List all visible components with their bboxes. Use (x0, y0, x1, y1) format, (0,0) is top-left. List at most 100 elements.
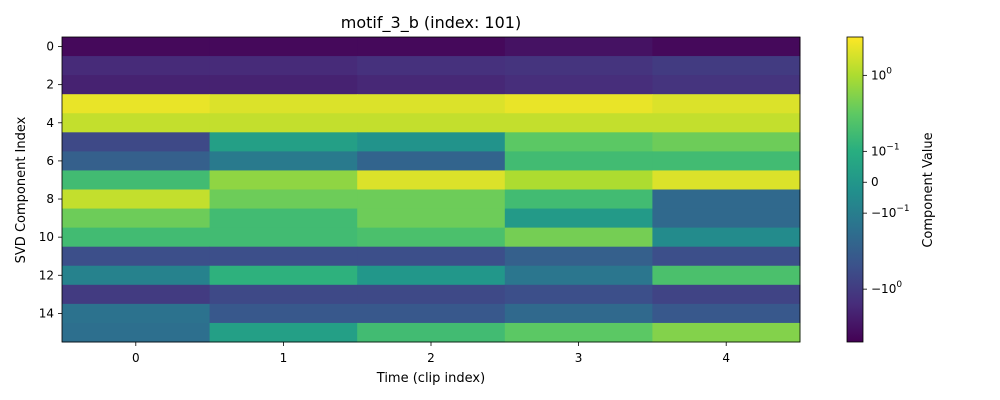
heatmap-cell (209, 113, 358, 133)
heatmap-cell (652, 265, 801, 286)
heatmap-cell (62, 37, 211, 57)
colorbar-tick-label: 10−1 (871, 142, 900, 158)
heatmap-cell (652, 132, 801, 152)
heatmap-cell (209, 303, 358, 324)
heatmap-cell (504, 94, 653, 114)
heatmap-cell (504, 113, 653, 133)
y-axis-label: SVD Component Index (14, 116, 29, 263)
heatmap-cell (652, 189, 801, 210)
heatmap-cell (62, 94, 211, 114)
chart-title: motif_3_b (index: 101) (341, 13, 521, 33)
y-tick-label: 8 (46, 192, 54, 206)
heatmap-cell (504, 189, 653, 210)
heatmap-cell (504, 75, 653, 95)
heatmap-cell (357, 303, 506, 324)
heatmap-cell (504, 284, 653, 305)
x-tick-label: 3 (575, 351, 583, 365)
colorbar-tick-label: −10−1 (871, 204, 910, 220)
heatmap-cell (504, 303, 653, 324)
heatmap-cell (62, 151, 211, 171)
heatmap-cell (209, 246, 358, 267)
heatmap-cell (504, 227, 653, 248)
heatmap-cell (652, 227, 801, 248)
heatmap-cell (62, 246, 211, 267)
heatmap-cell (357, 227, 506, 248)
heatmap-cell (652, 75, 801, 95)
y-tick-label: 10 (39, 230, 54, 244)
heatmap-cell (357, 151, 506, 171)
heatmap-cell (504, 56, 653, 76)
heatmap-cell (209, 132, 358, 152)
heatmap-cell (504, 246, 653, 267)
heatmap-cell (357, 94, 506, 114)
y-tick-label: 0 (46, 40, 54, 54)
heatmap-cell (504, 265, 653, 286)
heatmap-cell (62, 113, 211, 133)
colorbar-ticks: 100 10−1 0 −10−1 −100 (863, 66, 910, 296)
heatmap-cell (62, 227, 211, 248)
x-tick-label: 4 (722, 351, 730, 365)
heatmap-cell (209, 322, 358, 343)
heatmap-cell (357, 75, 506, 95)
heatmap-cell (357, 284, 506, 305)
y-tick-label: 14 (39, 306, 54, 320)
y-tick-label: 12 (39, 268, 54, 282)
heatmap-cell (209, 170, 358, 190)
heatmap-cell (62, 208, 211, 229)
colorbar-label: Component Value (921, 132, 936, 247)
heatmap-cell (62, 75, 211, 95)
heatmap-cell (357, 265, 506, 286)
heatmap-cell (504, 37, 653, 57)
heatmap-cell (652, 303, 801, 324)
heatmap-cell (357, 246, 506, 267)
heatmap-cell (209, 265, 358, 286)
heatmap-cell (209, 37, 358, 57)
heatmap-cell (62, 265, 211, 286)
heatmap-cell (357, 208, 506, 229)
heatmap-cell (357, 189, 506, 210)
heatmap-cell (209, 208, 358, 229)
x-tick-label: 2 (427, 351, 435, 365)
heatmap-cell (504, 170, 653, 190)
heatmap-cell (62, 56, 211, 76)
heatmap-cell (652, 246, 801, 267)
heatmap-cell (209, 94, 358, 114)
heatmap-cell (62, 303, 211, 324)
heatmap-cell (504, 208, 653, 229)
heatmap-cell (652, 56, 801, 76)
heatmap-cell (209, 75, 358, 95)
y-tick-label: 6 (46, 154, 54, 168)
heatmap-cells (62, 37, 801, 343)
heatmap-cell (357, 37, 506, 57)
heatmap-cell (652, 113, 801, 133)
heatmap-cell (652, 94, 801, 114)
heatmap-cell (62, 284, 211, 305)
heatmap-cell (209, 151, 358, 171)
heatmap-cell (357, 132, 506, 152)
colorbar-tick-label: 100 (871, 66, 892, 82)
heatmap-cell (209, 227, 358, 248)
colorbar-tick-label: −100 (871, 280, 902, 296)
heatmap-cell (357, 322, 506, 343)
colorbar (846, 36, 864, 343)
heatmap-cell (504, 151, 653, 171)
heatmap-cell (62, 132, 211, 152)
y-tick-label: 4 (46, 116, 54, 130)
heatmap-cell (652, 208, 801, 229)
heatmap-cell (652, 284, 801, 305)
y-axis-ticks: 0 2 4 6 8 10 12 14 (39, 40, 62, 320)
heatmap-cell (62, 170, 211, 190)
heatmap-cell (652, 151, 801, 171)
y-tick-label: 2 (46, 78, 54, 92)
heatmap-cell (652, 322, 801, 343)
heatmap-cell (209, 56, 358, 76)
colorbar-tick-label: 0 (871, 175, 879, 189)
heatmap-cell (209, 284, 358, 305)
x-tick-label: 1 (280, 351, 288, 365)
x-tick-label: 0 (132, 351, 140, 365)
heatmap-cell (62, 189, 211, 210)
x-axis-ticks: 0 1 2 3 4 (132, 342, 730, 365)
heatmap-cell (357, 170, 506, 190)
heatmap-cell (62, 322, 211, 343)
